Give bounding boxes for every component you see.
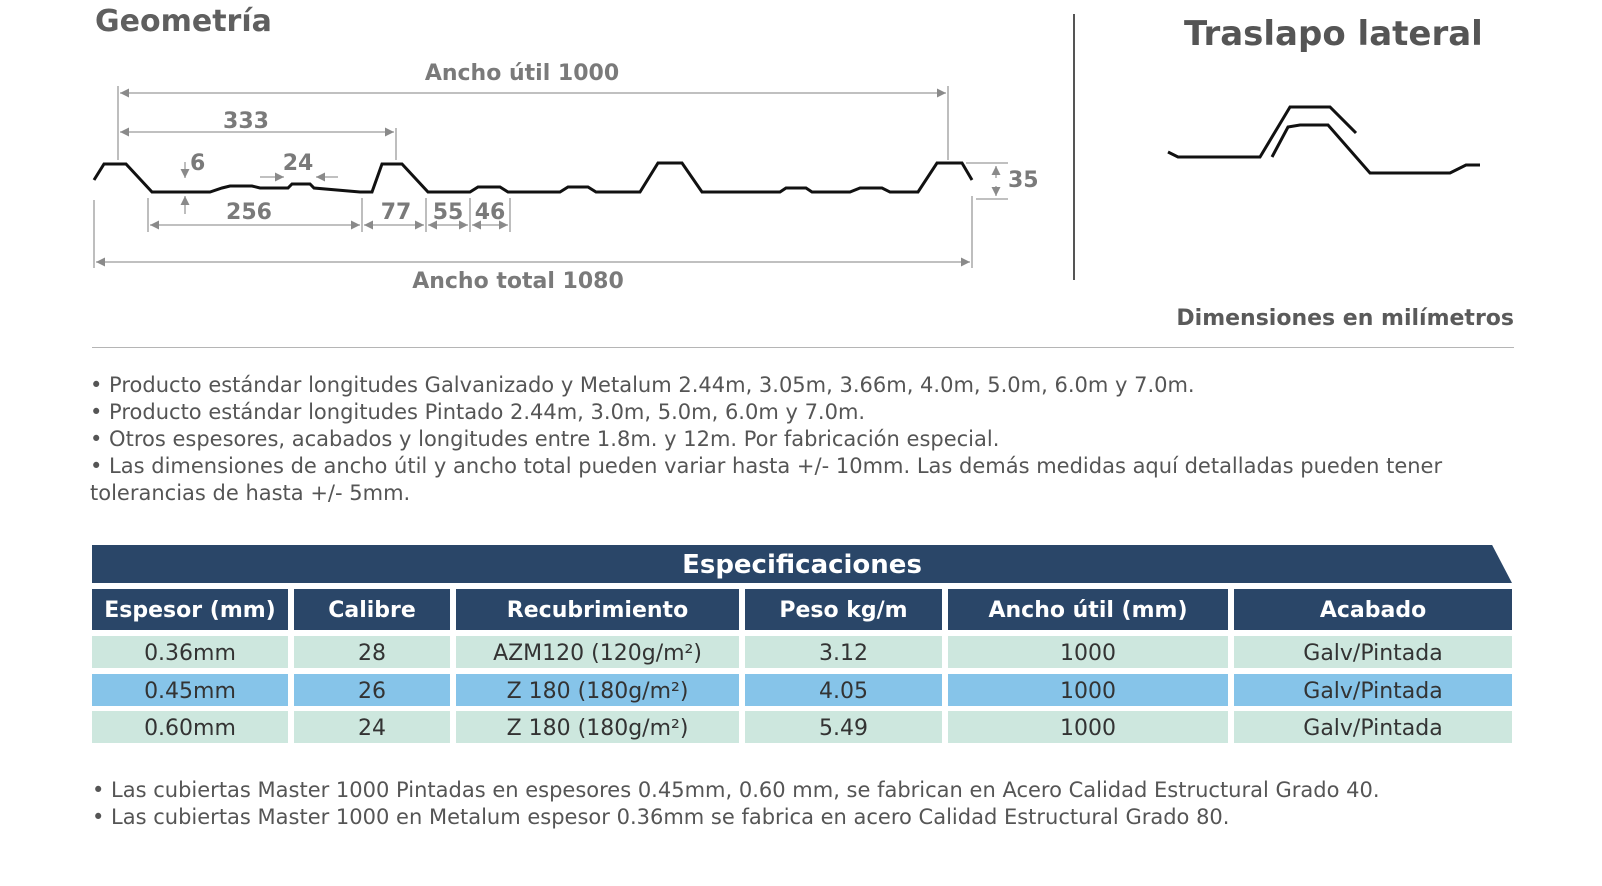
dim-46: 46 [475, 200, 506, 225]
horizontal-rule [92, 347, 1514, 348]
cell-calibre: 26 [294, 674, 450, 706]
cell-acabado: Galv/Pintada [1234, 711, 1512, 743]
cell-ancho-util: 1000 [948, 636, 1228, 668]
dimension-lines [93, 86, 1008, 268]
profile-drawing: Ancho útil 1000 333 6 24 256 77 55 46 35… [92, 61, 1039, 294]
lap-title: Traslapo lateral [1184, 14, 1483, 54]
cell-calibre: 24 [294, 711, 450, 743]
cell-acabado: Galv/Pintada [1234, 636, 1512, 668]
cell-peso: 4.05 [745, 674, 942, 706]
cell-espesor: 0.45mm [92, 674, 288, 706]
geometry-title: Geometría [95, 4, 272, 39]
cell-ancho-util: 1000 [948, 711, 1228, 743]
header-ancho-util: Ancho útil (mm) [948, 589, 1228, 630]
header-espesor: Espesor (mm) [92, 589, 288, 630]
units-note: Dimensiones en milímetros [1176, 306, 1514, 331]
cell-acabado: Galv/Pintada [1234, 674, 1512, 706]
note-item: • Producto estándar longitudes Galvaniza… [90, 373, 1195, 397]
cell-recubrimiento: Z 180 (180g/m²) [456, 711, 739, 743]
dim-333: 333 [223, 109, 269, 134]
note-item: • Las dimensiones de ancho útil y ancho … [90, 454, 1443, 505]
dim-ancho-util: Ancho útil 1000 [425, 61, 619, 86]
footer-note: • Las cubiertas Master 1000 Pintadas en … [92, 778, 1380, 802]
dim-ancho-total: Ancho total 1080 [412, 269, 624, 294]
vertical-divider [1073, 14, 1075, 280]
header-calibre: Calibre [294, 589, 450, 630]
header-peso: Peso kg/m [745, 589, 942, 630]
cell-espesor: 0.60mm [92, 711, 288, 743]
dim-35: 35 [1008, 168, 1039, 193]
cell-peso: 5.49 [745, 711, 942, 743]
dim-6: 6 [190, 151, 205, 176]
cell-recubrimiento: AZM120 (120g/m²) [456, 636, 739, 668]
dim-24: 24 [283, 151, 314, 176]
specs-header-row: Espesor (mm) Calibre Recubrimiento Peso … [92, 589, 1512, 630]
notes-list: • Producto estándar longitudes Galvaniza… [90, 372, 1510, 507]
header-acabado: Acabado [1234, 589, 1512, 630]
footer-note: • Las cubiertas Master 1000 en Metalum e… [92, 805, 1230, 829]
table-row: 0.60mm 24 Z 180 (180g/m²) 5.49 1000 Galv… [92, 711, 1512, 743]
specs-title: Especificaciones [92, 545, 1512, 583]
dim-55: 55 [433, 200, 464, 225]
header-recubrimiento: Recubrimiento [456, 589, 739, 630]
cell-calibre: 28 [294, 636, 450, 668]
note-item: • Producto estándar longitudes Pintado 2… [90, 400, 866, 424]
dim-256: 256 [226, 200, 272, 225]
profile-line [92, 161, 974, 194]
footer-notes: • Las cubiertas Master 1000 Pintadas en … [92, 777, 1512, 831]
note-item: • Otros espesores, acabados y longitudes… [90, 427, 1000, 451]
lap-drawing [1167, 105, 1480, 175]
table-row: 0.45mm 26 Z 180 (180g/m²) 4.05 1000 Galv… [92, 674, 1512, 706]
cell-recubrimiento: Z 180 (180g/m²) [456, 674, 739, 706]
dim-77: 77 [381, 200, 412, 225]
cell-espesor: 0.36mm [92, 636, 288, 668]
cell-ancho-util: 1000 [948, 674, 1228, 706]
table-row: 0.36mm 28 AZM120 (120g/m²) 3.12 1000 Gal… [92, 636, 1512, 668]
cell-peso: 3.12 [745, 636, 942, 668]
